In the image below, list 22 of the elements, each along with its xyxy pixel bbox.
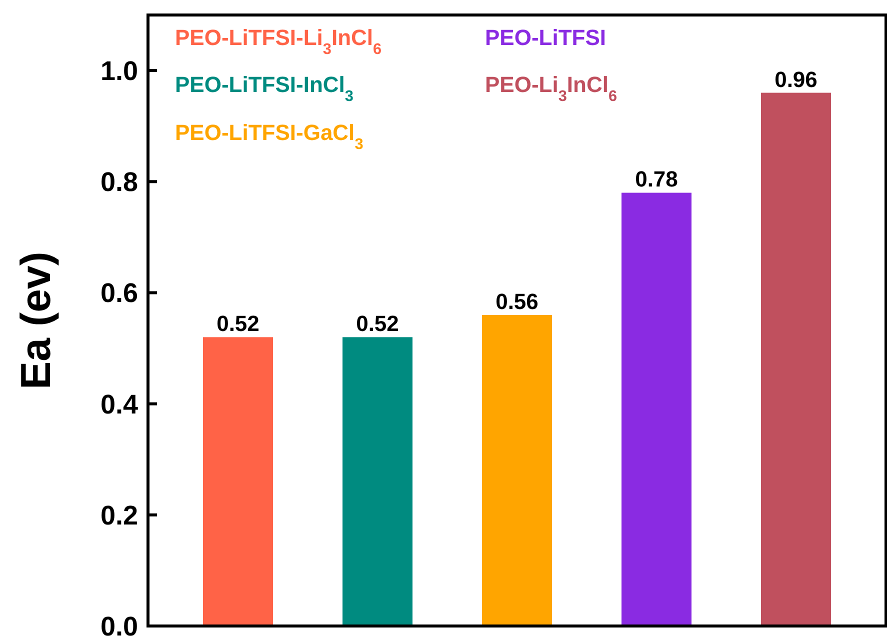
annotation: PEO-LiTFSI-GaCl$_{3}$	[175, 120, 364, 152]
y-tick-label: 0.4	[100, 389, 138, 420]
y-tick-label: 0.6	[100, 278, 138, 308]
y-tick-label: 1.0	[100, 56, 138, 86]
bar	[342, 337, 412, 626]
annotation: PEO-Li$_{3}$InCl$_{6}$	[485, 72, 618, 104]
y-axis-title: Ea (ev)	[12, 252, 59, 390]
y-tick-label: 0.0	[100, 611, 138, 642]
data-label: 0.52	[216, 311, 260, 336]
data-label: 0.52	[356, 311, 399, 336]
bar	[622, 192, 692, 626]
data-label: 0.78	[635, 166, 678, 192]
y-tick-label: 0.8	[100, 167, 138, 198]
bar	[203, 337, 273, 626]
bar	[482, 314, 552, 626]
bar	[761, 92, 831, 626]
data-label: 0.56	[496, 288, 538, 314]
annotation: PEO-LiTFSI-Li$_{3}$InCl$_{6}$	[175, 25, 382, 58]
data-label: 0.96	[774, 66, 818, 92]
annotation: PEO-LiTFSI-InCl$_{3}$	[175, 72, 354, 104]
annotation: PEO-LiTFSI	[485, 25, 606, 50]
y-tick-label: 0.2	[100, 500, 138, 530]
